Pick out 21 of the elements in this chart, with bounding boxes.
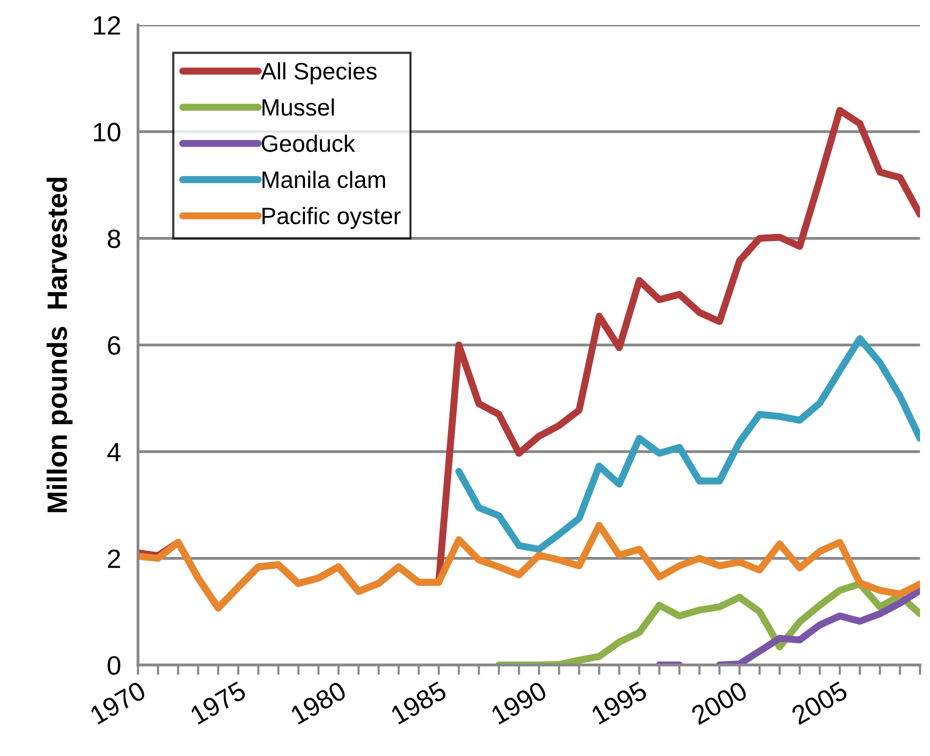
- y-tick-label: 0: [108, 656, 120, 675]
- y-tick-label: 4: [107, 443, 121, 462]
- x-tick-label: 1970: [89, 680, 147, 725]
- x-tick-label: 2000: [690, 680, 748, 726]
- legend-label: Manila clam: [262, 170, 386, 188]
- y-axis-title: Millon pounds Harvested: [46, 178, 73, 512]
- y-tick-label: 10: [94, 122, 120, 142]
- y-tick-label: 6: [108, 336, 120, 355]
- y-tick-label: 8: [108, 229, 120, 248]
- x-tick-label: 1975: [190, 680, 247, 725]
- legend-label: Pacific oyster: [262, 206, 401, 229]
- x-tick-label: 1995: [590, 680, 648, 725]
- legend-label: Geoduck: [262, 134, 356, 152]
- y-tick-label: 2: [108, 549, 120, 568]
- x-tick-label: 2005: [790, 680, 849, 726]
- y-tick-label: 12: [94, 16, 120, 35]
- legend-label: Mussel: [262, 98, 334, 116]
- legend-label: All Species: [260, 62, 377, 84]
- x-tick-label: 1990: [490, 680, 548, 725]
- x-tick-label: 1985: [390, 680, 448, 725]
- x-tick-label: 1980: [290, 680, 348, 725]
